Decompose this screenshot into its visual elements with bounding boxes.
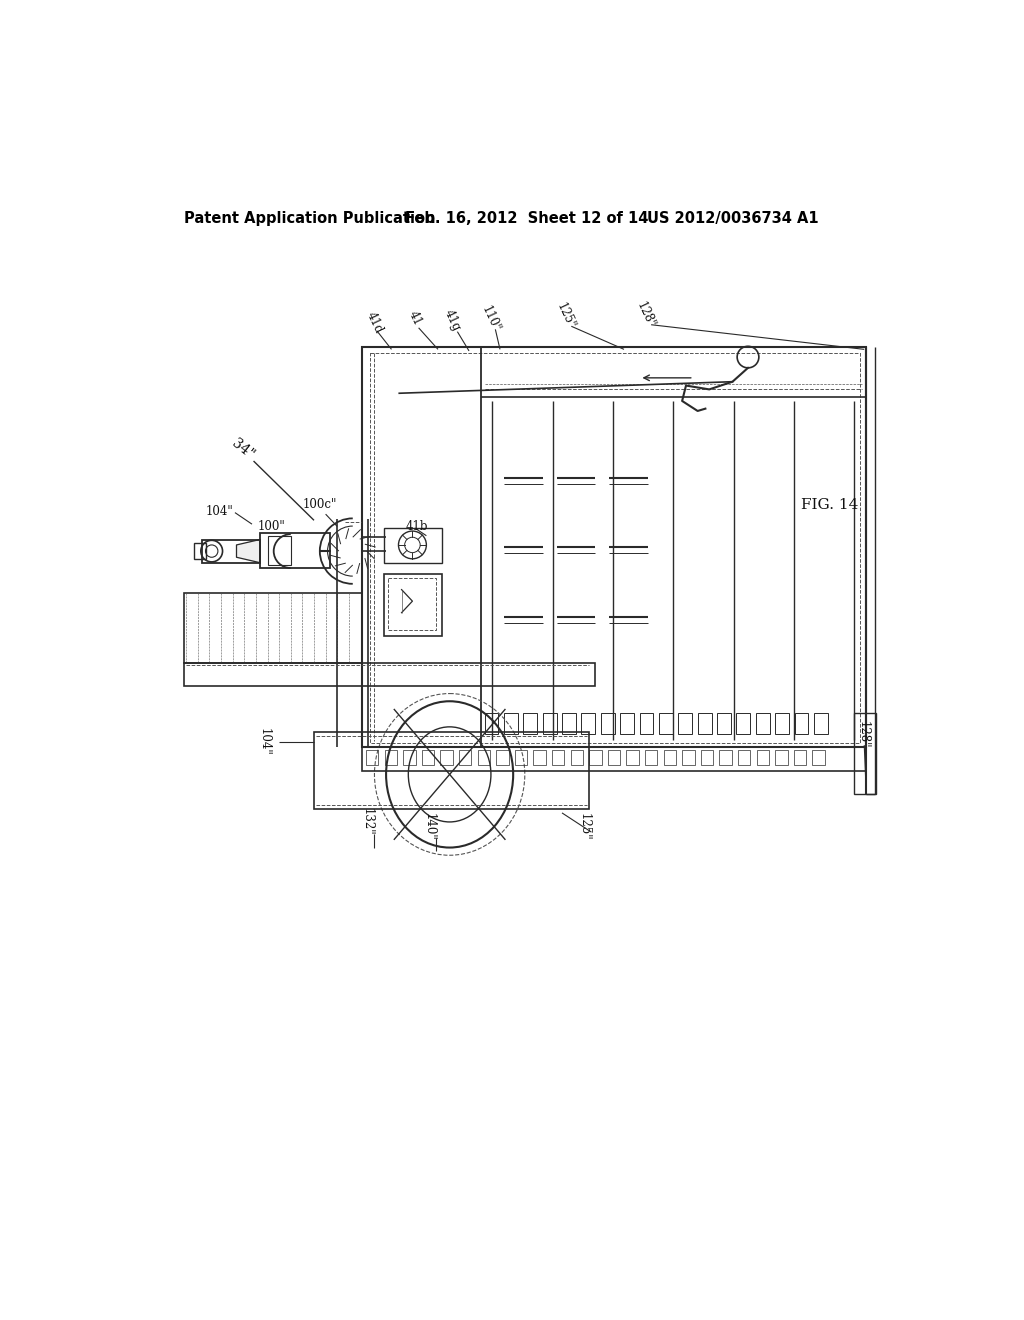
Bar: [403, 750, 416, 766]
Text: 128": 128": [634, 300, 657, 330]
Bar: [362, 747, 866, 771]
Text: 125": 125": [578, 813, 590, 841]
Bar: [552, 750, 564, 766]
Text: 125": 125": [554, 301, 578, 331]
Text: 104": 104": [257, 729, 270, 756]
Bar: [484, 713, 499, 734]
Bar: [534, 750, 546, 766]
Bar: [682, 750, 694, 766]
Text: 41d: 41d: [364, 309, 385, 335]
Text: 34": 34": [229, 437, 256, 462]
Bar: [504, 713, 518, 734]
Bar: [795, 713, 809, 734]
Bar: [562, 713, 575, 734]
Polygon shape: [237, 540, 260, 562]
Bar: [601, 713, 614, 734]
Text: 128": 128": [856, 721, 869, 748]
Bar: [756, 713, 770, 734]
Bar: [775, 713, 790, 734]
Bar: [794, 750, 806, 766]
Text: Patent Application Publication: Patent Application Publication: [183, 211, 435, 226]
Bar: [440, 750, 453, 766]
Bar: [496, 750, 509, 766]
Bar: [640, 713, 653, 734]
Bar: [854, 713, 876, 793]
Bar: [736, 713, 751, 734]
Bar: [384, 574, 442, 636]
Bar: [384, 528, 442, 562]
Bar: [814, 713, 827, 734]
Text: 41b: 41b: [406, 520, 428, 533]
Bar: [697, 713, 712, 734]
Text: US 2012/0036734 A1: US 2012/0036734 A1: [647, 211, 819, 226]
Bar: [515, 750, 527, 766]
Text: 100": 100": [257, 520, 286, 533]
Bar: [314, 733, 589, 809]
Bar: [757, 750, 769, 766]
Bar: [719, 750, 732, 766]
Bar: [678, 713, 692, 734]
Bar: [621, 713, 634, 734]
Bar: [366, 750, 378, 766]
Bar: [700, 750, 713, 766]
Bar: [775, 750, 787, 766]
Bar: [183, 594, 362, 663]
Bar: [589, 750, 601, 766]
Text: 110": 110": [479, 304, 503, 334]
Bar: [645, 750, 657, 766]
Bar: [738, 750, 751, 766]
Bar: [664, 750, 676, 766]
Bar: [658, 713, 673, 734]
Bar: [388, 578, 436, 631]
Bar: [523, 713, 538, 734]
Text: 104": 104": [206, 504, 233, 517]
Bar: [543, 713, 557, 734]
Bar: [582, 713, 595, 734]
Bar: [627, 750, 639, 766]
Text: 132": 132": [360, 808, 373, 836]
Text: 41g: 41g: [441, 308, 463, 334]
Bar: [183, 663, 595, 686]
Bar: [362, 347, 866, 747]
Bar: [194, 544, 206, 558]
Bar: [607, 750, 621, 766]
Bar: [267, 536, 291, 565]
Bar: [385, 750, 397, 766]
Bar: [202, 540, 260, 562]
Bar: [570, 750, 583, 766]
Bar: [717, 713, 731, 734]
Text: 100c": 100c": [303, 499, 337, 511]
Bar: [260, 533, 330, 568]
Bar: [370, 354, 859, 743]
Bar: [459, 750, 471, 766]
Bar: [812, 750, 824, 766]
Text: 140": 140": [422, 813, 435, 841]
Text: 41: 41: [406, 309, 424, 329]
Text: FIG. 14: FIG. 14: [801, 498, 858, 512]
Bar: [477, 750, 489, 766]
Text: Feb. 16, 2012  Sheet 12 of 14: Feb. 16, 2012 Sheet 12 of 14: [406, 211, 649, 226]
Bar: [422, 750, 434, 766]
